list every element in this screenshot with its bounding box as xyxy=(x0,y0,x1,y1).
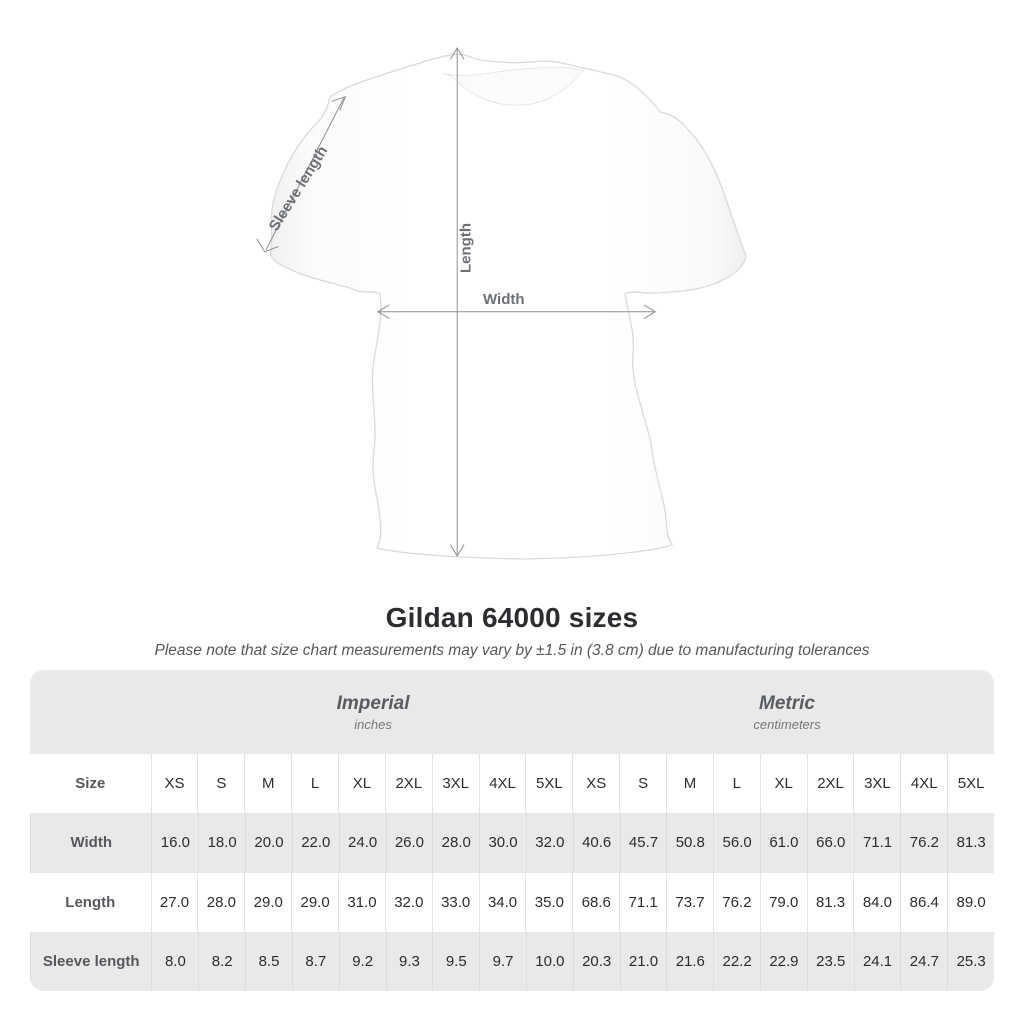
svg-text:Length: Length xyxy=(458,223,475,273)
svg-text:Width: Width xyxy=(483,291,525,308)
